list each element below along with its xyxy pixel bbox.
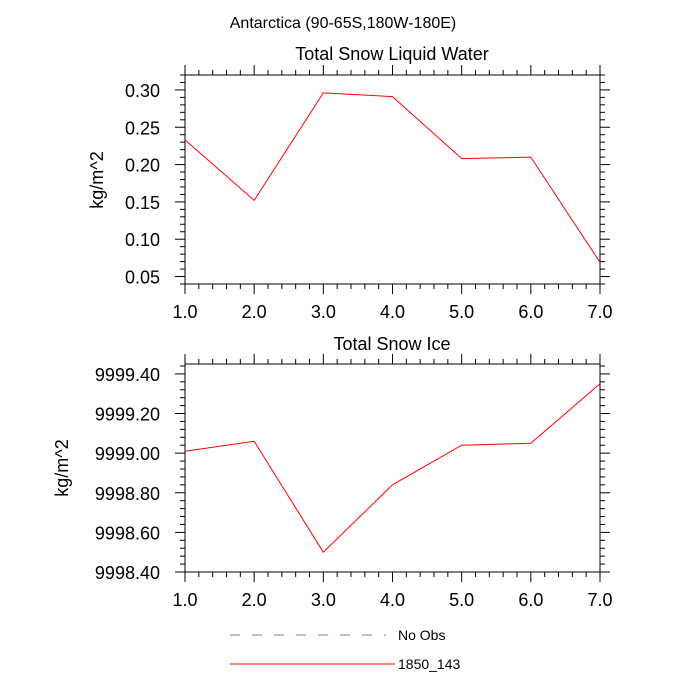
panel-snow-ice: Total Snow Ice kg/m^2 1.0 2.0 3.0 4.0 5.0 6.0… — [52, 334, 613, 610]
x-tick-label: 5.0 — [449, 302, 474, 322]
y-tick-label: 0.30 — [125, 81, 160, 101]
figure-title: Antarctica (90-65S,180W-180E) — [230, 15, 456, 32]
y-tick-label: 9999.20 — [95, 405, 160, 425]
y-tick-label: 9999.00 — [95, 444, 160, 464]
x-tick-label: 6.0 — [518, 302, 543, 322]
y-tick-label: 9999.40 — [95, 365, 160, 385]
panel-liquid-water-plot-frame — [184, 74, 601, 285]
x-tick-label: 7.0 — [587, 302, 612, 322]
x-tick-label: 6.0 — [518, 590, 543, 610]
y-tick-label: 0.10 — [125, 230, 160, 250]
y-tick-label: 0.15 — [125, 193, 160, 213]
legend-entry-no-obs: No Obs — [230, 627, 445, 643]
y-tick-label: 9998.80 — [95, 484, 160, 504]
x-tick-label: 1.0 — [172, 590, 197, 610]
panel-snow-ice-ylabel: kg/m^2 — [52, 439, 72, 496]
panel-snow-ice-plot-frame — [184, 363, 601, 573]
panel-snow-ice-title: Total Snow Ice — [333, 334, 450, 354]
x-tick-label: 1.0 — [172, 302, 197, 322]
x-tick-label: 3.0 — [311, 590, 336, 610]
y-tick-label: 0.05 — [125, 268, 160, 288]
panel-liquid-water-ylabel: kg/m^2 — [87, 151, 107, 208]
legend-entry-1850-143: 1850_143 — [230, 656, 461, 672]
panel-liquid-water-lines — [184, 92, 601, 263]
x-tick-label: 2.0 — [242, 590, 267, 610]
x-tick-label: 4.0 — [380, 590, 405, 610]
y-tick-label: 0.25 — [125, 118, 160, 138]
panel-snow-ice-ticks: 1.0 2.0 3.0 4.0 5.0 6.0 7.0 9998.40 9998.60 9998.… — [95, 354, 613, 610]
series-line-liquid-water — [184, 92, 601, 263]
panel-liquid-water-ticks: 1.0 2.0 3.0 4.0 5.0 6.0 7.0 0.05 0.10 0.15 0.20 0.2… — [125, 65, 613, 322]
x-tick-label: 3.0 — [311, 302, 336, 322]
panel-liquid-water-title: Total Snow Liquid Water — [295, 44, 488, 64]
panel-liquid-water: Total Snow Liquid Water kg/m^2 1.0 2.0 3.0… — [87, 44, 613, 322]
x-tick-label: 7.0 — [587, 590, 612, 610]
y-tick-label: 9998.40 — [95, 563, 160, 583]
x-tick-label: 4.0 — [380, 302, 405, 322]
x-tick-label: 2.0 — [242, 302, 267, 322]
legend-label-1850-143: 1850_143 — [398, 656, 461, 672]
y-tick-label: 0.20 — [125, 156, 160, 176]
y-tick-label: 9998.60 — [95, 523, 160, 543]
legend-label-no-obs: No Obs — [398, 627, 445, 643]
panel-snow-ice-lines — [184, 383, 601, 553]
x-tick-label: 5.0 — [449, 590, 474, 610]
legend: No Obs 1850_143 — [230, 627, 461, 672]
series-line-snow-ice — [184, 383, 601, 553]
